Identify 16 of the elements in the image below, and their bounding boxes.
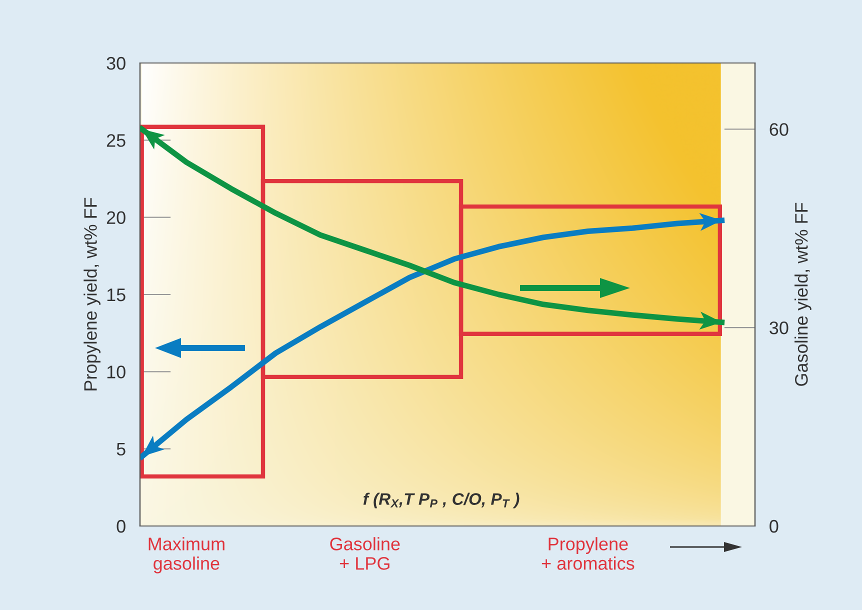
- x-tick-label: Propylene + aromatics: [542, 537, 634, 570]
- x-tick-label: Maximum gasoline: [148, 537, 224, 574]
- x-tick-label: Gasoline + LPG: [330, 537, 400, 570]
- y-tick-label: 5: [116, 442, 126, 456]
- y2-tick-label: 0: [770, 520, 778, 533]
- y-tick-label: 10: [107, 366, 126, 378]
- y-tick-label: 15: [107, 288, 126, 302]
- y-tick-label: 20: [106, 211, 126, 224]
- annotation: f (R$_{X}$,T P$_{P}$ , C/O, P$_{T}$ ): [363, 492, 520, 508]
- y-tick-label: 0: [116, 520, 126, 533]
- y-tick-label: 25: [106, 134, 126, 147]
- y2-tick-label: 60: [770, 123, 788, 136]
- y2-tick-label: 30: [770, 322, 788, 334]
- y-tick-label: 30: [106, 56, 126, 70]
- y2-axis-title: Gasoline yield, wt% FF: [794, 202, 812, 386]
- y-axis-title: Propylene yield, wt% FF: [84, 198, 100, 390]
